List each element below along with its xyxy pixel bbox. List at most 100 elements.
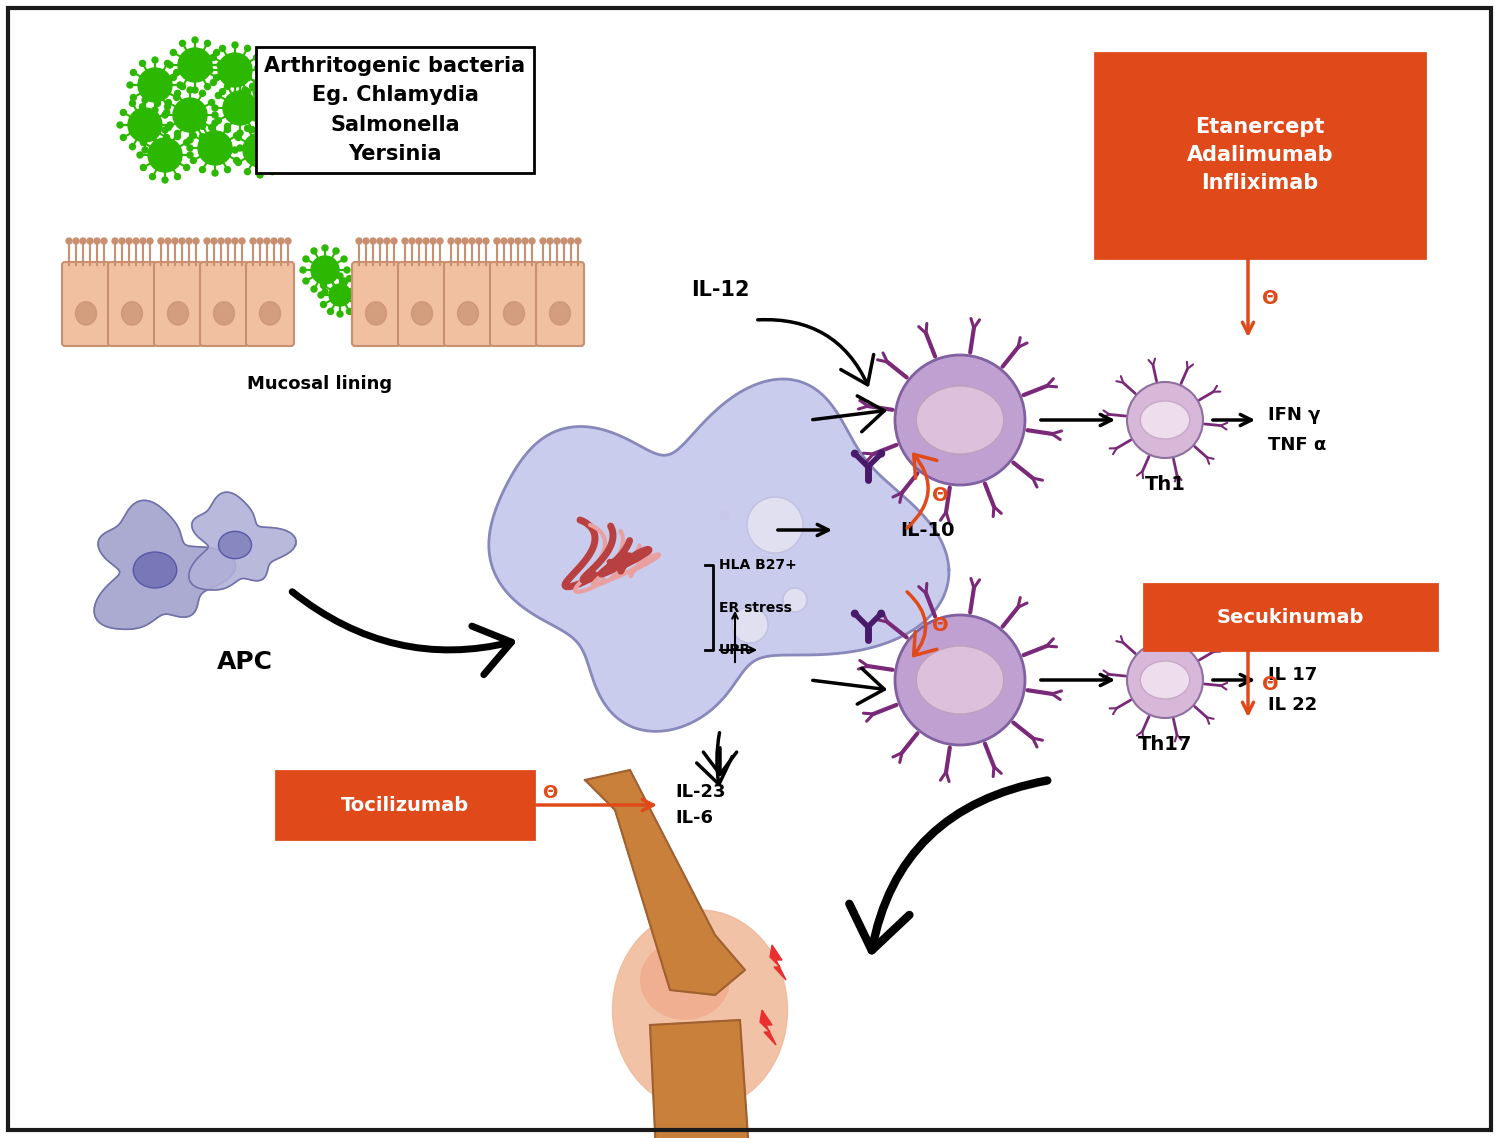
Ellipse shape xyxy=(916,386,1004,454)
Circle shape xyxy=(238,238,244,244)
FancyBboxPatch shape xyxy=(352,262,400,346)
FancyArrowPatch shape xyxy=(907,454,937,528)
Text: Tocilizumab: Tocilizumab xyxy=(340,795,469,815)
Circle shape xyxy=(495,238,501,244)
Circle shape xyxy=(289,93,295,99)
Circle shape xyxy=(337,311,343,318)
Text: UPR: UPR xyxy=(720,643,751,657)
Circle shape xyxy=(244,46,250,51)
Circle shape xyxy=(337,273,343,279)
Circle shape xyxy=(232,92,238,98)
FancyBboxPatch shape xyxy=(444,262,492,346)
Circle shape xyxy=(244,89,250,94)
Circle shape xyxy=(522,238,528,244)
Circle shape xyxy=(180,84,186,90)
Text: IFN γ: IFN γ xyxy=(1268,406,1321,424)
FancyArrowPatch shape xyxy=(697,733,732,784)
Circle shape xyxy=(79,238,85,244)
Ellipse shape xyxy=(613,910,787,1110)
Circle shape xyxy=(568,238,574,244)
Circle shape xyxy=(423,238,429,244)
Circle shape xyxy=(165,238,171,244)
Circle shape xyxy=(760,555,770,564)
Polygon shape xyxy=(760,1011,776,1045)
Circle shape xyxy=(174,131,180,137)
Text: Θ: Θ xyxy=(1262,289,1279,307)
Text: Arthritogenic bacteria
Eg. Chlamydia
Salmonella
Yersinia: Arthritogenic bacteria Eg. Chlamydia Sal… xyxy=(264,56,526,164)
Circle shape xyxy=(127,82,133,88)
Circle shape xyxy=(151,57,157,63)
Circle shape xyxy=(198,131,232,165)
Ellipse shape xyxy=(412,302,433,325)
Circle shape xyxy=(456,238,462,244)
Text: IL 22: IL 22 xyxy=(1268,696,1318,714)
Text: Etanercept
Adalimumab
Infliximab: Etanercept Adalimumab Infliximab xyxy=(1187,117,1333,193)
Text: TNF α: TNF α xyxy=(1268,436,1327,454)
Circle shape xyxy=(327,308,333,314)
FancyBboxPatch shape xyxy=(490,262,538,346)
Circle shape xyxy=(165,104,171,109)
Circle shape xyxy=(321,282,327,289)
Circle shape xyxy=(253,80,259,85)
Circle shape xyxy=(289,99,295,106)
Circle shape xyxy=(259,117,265,124)
FancyBboxPatch shape xyxy=(199,262,247,346)
Circle shape xyxy=(166,61,172,68)
Circle shape xyxy=(94,238,100,244)
Circle shape xyxy=(177,82,183,88)
Circle shape xyxy=(87,238,93,244)
Circle shape xyxy=(211,170,217,176)
Circle shape xyxy=(172,238,178,244)
Circle shape xyxy=(255,102,261,108)
Circle shape xyxy=(310,248,316,254)
Circle shape xyxy=(241,86,247,93)
Circle shape xyxy=(186,238,192,244)
FancyArrowPatch shape xyxy=(850,781,1048,950)
Circle shape xyxy=(208,124,214,131)
Circle shape xyxy=(732,607,767,643)
Circle shape xyxy=(139,238,145,244)
Circle shape xyxy=(483,238,489,244)
Circle shape xyxy=(136,152,142,158)
Text: Θ: Θ xyxy=(932,616,949,635)
Circle shape xyxy=(235,159,241,165)
Text: Θ: Θ xyxy=(932,486,949,504)
Circle shape xyxy=(133,238,139,244)
Circle shape xyxy=(270,125,276,131)
Circle shape xyxy=(174,69,180,75)
Circle shape xyxy=(163,134,169,140)
Circle shape xyxy=(117,122,123,127)
FancyBboxPatch shape xyxy=(108,262,156,346)
Circle shape xyxy=(289,137,295,142)
Circle shape xyxy=(851,451,857,456)
Polygon shape xyxy=(489,379,949,732)
Circle shape xyxy=(252,115,258,121)
Circle shape xyxy=(264,93,270,99)
Polygon shape xyxy=(585,770,745,995)
Circle shape xyxy=(142,147,148,152)
Circle shape xyxy=(264,238,270,244)
Circle shape xyxy=(150,174,156,180)
Circle shape xyxy=(174,133,180,140)
Circle shape xyxy=(112,238,118,244)
Circle shape xyxy=(289,74,295,81)
Circle shape xyxy=(130,94,136,100)
FancyArrowPatch shape xyxy=(703,748,736,774)
Circle shape xyxy=(277,90,283,96)
Circle shape xyxy=(262,101,297,135)
Text: Θ: Θ xyxy=(1262,675,1279,693)
Circle shape xyxy=(246,74,252,81)
Circle shape xyxy=(508,238,514,244)
Circle shape xyxy=(150,131,156,137)
Circle shape xyxy=(120,109,126,115)
Circle shape xyxy=(878,451,884,456)
Circle shape xyxy=(148,138,181,172)
Circle shape xyxy=(747,497,803,553)
Circle shape xyxy=(130,69,136,75)
Circle shape xyxy=(322,289,328,295)
Ellipse shape xyxy=(1141,661,1190,699)
Text: HLA B27+: HLA B27+ xyxy=(720,558,797,572)
Circle shape xyxy=(253,55,259,60)
Circle shape xyxy=(318,292,324,298)
Circle shape xyxy=(298,127,304,133)
